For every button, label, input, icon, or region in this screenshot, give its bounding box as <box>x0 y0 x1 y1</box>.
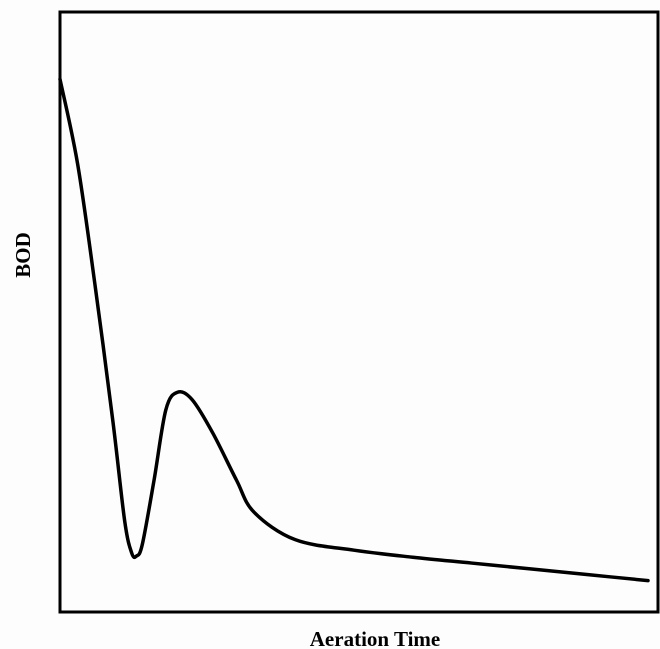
y-axis-label: BOD <box>11 232 35 278</box>
plot-frame <box>58 10 660 614</box>
series-layer <box>58 77 650 583</box>
x-axis-label: Aeration Time <box>310 627 440 649</box>
bod-curve-line <box>58 77 650 583</box>
